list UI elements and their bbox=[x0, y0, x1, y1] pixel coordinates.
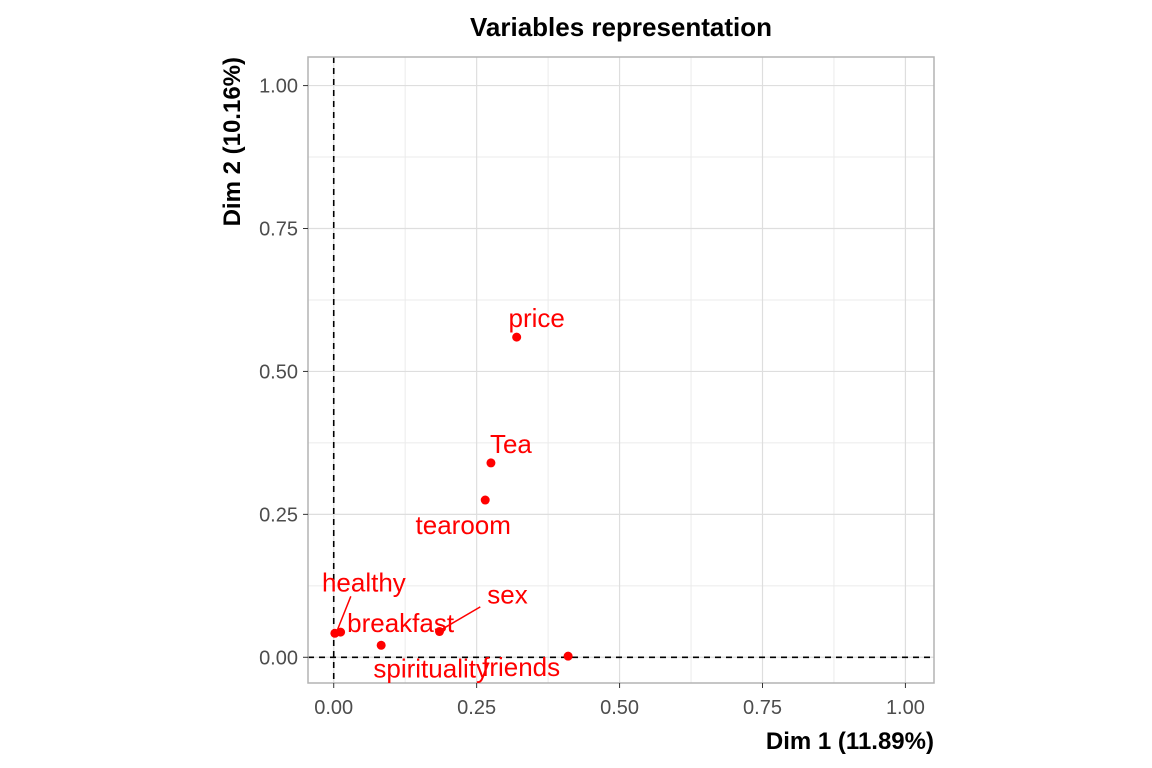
point-label-sex: sex bbox=[487, 580, 527, 610]
y-tick-label: 0.00 bbox=[259, 647, 298, 669]
points: priceTeatearoomhealthybreakfastsexspirit… bbox=[322, 303, 573, 683]
y-tick-label: 0.50 bbox=[259, 361, 298, 383]
y-axis-ticks: 0.00 0.25 0.50 0.75 1.00 bbox=[259, 76, 308, 669]
point-tearoom bbox=[480, 495, 490, 505]
plot-border bbox=[307, 56, 935, 684]
point-price bbox=[512, 332, 522, 342]
reference-lines bbox=[308, 57, 934, 683]
x-tick-label: 1.00 bbox=[886, 697, 925, 719]
chart-title: Variables representation bbox=[470, 12, 772, 42]
y-tick-label: 1.00 bbox=[259, 76, 298, 98]
point-label-healthy: healthy bbox=[322, 567, 406, 597]
grid bbox=[308, 57, 934, 683]
x-tick-label: 0.75 bbox=[743, 697, 782, 719]
y-tick-label: 0.25 bbox=[259, 504, 298, 526]
point-leader-line bbox=[336, 596, 352, 632]
point-label-spirituality: spirituality bbox=[373, 653, 489, 683]
y-tick-label: 0.75 bbox=[259, 219, 298, 241]
point-label-friends: friends bbox=[482, 652, 560, 682]
y-axis-label: Dim 2 (10.16%) bbox=[219, 57, 246, 226]
x-axis-ticks: 0.00 0.25 0.50 0.75 1.00 bbox=[314, 683, 925, 719]
point-label-price: price bbox=[508, 303, 564, 333]
point-label-tea: Tea bbox=[490, 429, 532, 459]
point-tea bbox=[486, 458, 496, 468]
x-tick-label: 0.50 bbox=[600, 697, 639, 719]
point-sex bbox=[434, 627, 444, 637]
x-tick-label: 0.25 bbox=[457, 697, 496, 719]
point-breakfast bbox=[336, 627, 346, 637]
x-tick-label: 0.00 bbox=[314, 697, 353, 719]
point-friends bbox=[563, 651, 573, 661]
point-leader-line bbox=[441, 606, 481, 631]
x-axis-label: Dim 1 (11.89%) bbox=[766, 728, 934, 755]
point-spirituality bbox=[376, 640, 386, 650]
point-label-tearoom: tearoom bbox=[416, 510, 511, 540]
